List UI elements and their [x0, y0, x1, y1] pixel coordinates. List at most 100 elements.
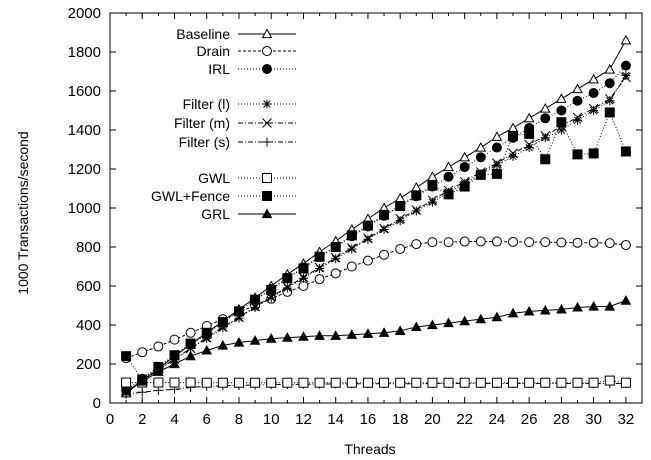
- data-point: [265, 333, 277, 343]
- data-point: [475, 152, 486, 163]
- x-tick-label: 8: [235, 411, 243, 428]
- data-point: [491, 377, 502, 388]
- y-tick-label: 1800: [68, 44, 101, 61]
- data-point: [185, 377, 196, 388]
- data-point: [604, 107, 615, 118]
- data-point: [604, 238, 615, 249]
- data-point: [491, 311, 503, 322]
- x-tick-label: 20: [424, 411, 441, 428]
- data-point: [443, 189, 454, 200]
- data-point: [363, 233, 373, 244]
- data-point: [589, 106, 599, 115]
- y-tick-label: 200: [76, 356, 101, 373]
- data-point: [604, 78, 615, 89]
- legend-marker: [262, 64, 272, 74]
- x-tick-label: 32: [618, 411, 635, 428]
- data-point: [330, 252, 341, 263]
- legend-label: GRL: [201, 206, 230, 222]
- data-point: [427, 195, 438, 206]
- plot-area: [120, 34, 632, 399]
- data-point: [588, 377, 599, 388]
- data-point: [330, 268, 341, 279]
- data-point: [556, 377, 567, 388]
- data-point: [395, 201, 406, 212]
- data-point: [524, 237, 535, 248]
- data-point: [346, 230, 357, 241]
- data-point: [588, 103, 599, 114]
- data-point: [395, 377, 406, 388]
- data-point: [217, 339, 229, 350]
- legend-marker: [262, 99, 272, 109]
- data-point: [459, 181, 470, 192]
- data-point: [540, 237, 551, 248]
- data-point: [169, 334, 180, 345]
- data-point: [217, 377, 228, 388]
- legend-marker: [262, 191, 272, 201]
- data-point: [281, 332, 293, 342]
- data-point: [588, 87, 599, 98]
- data-point: [169, 358, 180, 369]
- data-point: [315, 263, 325, 273]
- legend-item-filter-s: Filter (s): [179, 134, 296, 150]
- data-point: [427, 377, 438, 388]
- legend-label: GWL+Fence: [151, 188, 230, 204]
- data-point: [588, 300, 599, 311]
- legend-label: IRL: [208, 61, 230, 77]
- data-point: [362, 220, 373, 231]
- data-point: [588, 148, 599, 159]
- data-point: [475, 169, 486, 180]
- legend-item-grl: GRL: [201, 206, 296, 222]
- data-point: [395, 213, 406, 224]
- data-point: [572, 95, 583, 106]
- y-tick-label: 2000: [68, 5, 101, 22]
- data-point: [540, 154, 551, 165]
- data-point: [427, 319, 438, 330]
- data-point: [573, 115, 583, 125]
- data-point: [266, 377, 277, 388]
- data-point: [233, 306, 244, 317]
- y-tick-label: 400: [76, 317, 101, 334]
- data-point: [233, 377, 244, 388]
- data-point: [492, 160, 502, 170]
- data-point: [540, 113, 551, 124]
- data-point: [217, 317, 228, 328]
- data-point: [120, 385, 132, 396]
- x-tick-label: 0: [106, 411, 114, 428]
- data-point: [572, 83, 583, 94]
- legend-label: Filter (s): [179, 134, 230, 150]
- data-point: [540, 130, 551, 141]
- data-point: [540, 133, 550, 143]
- data-point: [331, 254, 341, 264]
- series-grl: [120, 295, 632, 396]
- y-tick-label: 600: [76, 278, 101, 295]
- y-axis-label: 1000 Transactions/second: [15, 131, 31, 294]
- data-point: [282, 377, 293, 388]
- series-gwl-fence: [121, 107, 631, 385]
- data-point: [410, 321, 422, 332]
- data-point: [136, 376, 148, 386]
- data-point: [282, 282, 293, 292]
- x-tick-label: 2: [138, 411, 146, 428]
- data-point: [556, 237, 567, 248]
- data-point: [459, 315, 471, 326]
- data-point: [427, 197, 437, 207]
- data-point: [556, 303, 567, 314]
- data-point: [620, 146, 631, 157]
- data-point: [572, 377, 583, 388]
- data-point: [394, 325, 406, 335]
- legend-label: Filter (m): [174, 115, 230, 131]
- data-point: [605, 96, 615, 106]
- data-point: [411, 377, 422, 388]
- data-point: [508, 130, 519, 141]
- data-point: [540, 377, 551, 388]
- x-tick-label: 16: [360, 411, 377, 428]
- data-point: [588, 73, 599, 84]
- x-tick-label: 26: [521, 411, 538, 428]
- data-point: [347, 244, 357, 254]
- data-point: [153, 377, 164, 388]
- x-axis-label: Threads: [344, 441, 395, 457]
- data-point: [523, 305, 535, 316]
